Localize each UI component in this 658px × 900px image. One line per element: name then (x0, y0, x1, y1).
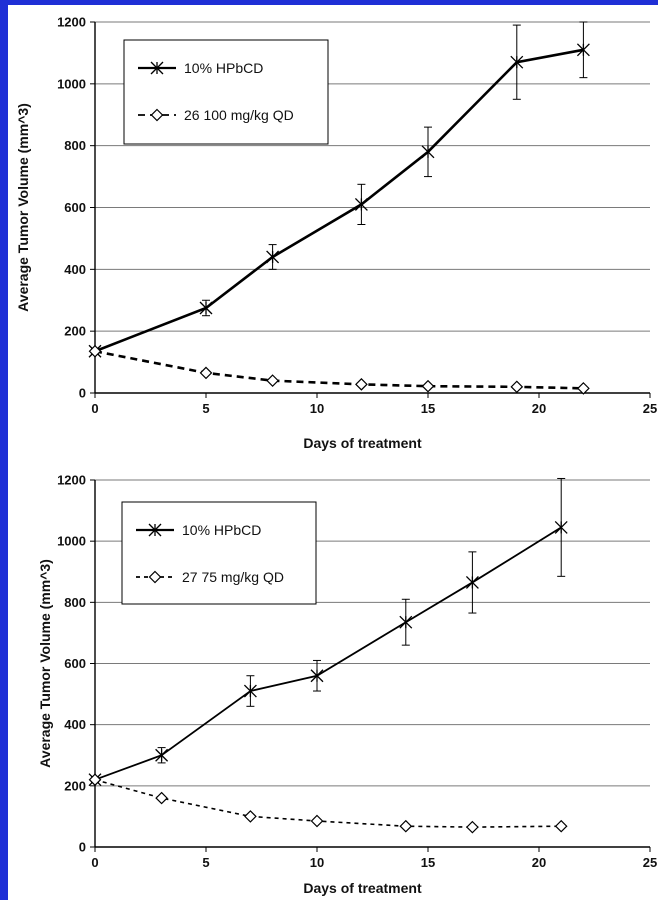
legend-marker-diamond-1 (150, 108, 164, 122)
y-tick-label: 0 (79, 386, 86, 401)
legend: 10% HPbCD 26 100 mg/kg QD (123, 39, 329, 145)
data-point-star-3 (310, 669, 324, 683)
y-tick-label: 1000 (57, 76, 86, 91)
data-point-star-1 (199, 301, 213, 315)
y-tick-label: 600 (64, 200, 86, 215)
x-tick-label: 0 (91, 855, 98, 870)
x-tick-label: 20 (532, 401, 546, 416)
y-tick-label: 0 (79, 840, 86, 855)
y-tick-label: 400 (64, 717, 86, 732)
data-point-star-3 (354, 197, 368, 211)
y-axis-title: Average Tumor Volume (mm^3) (15, 103, 31, 312)
series-2 (88, 773, 568, 834)
left-border (0, 0, 8, 900)
data-point-diamond-5 (510, 380, 524, 394)
y-tick-label: 400 (64, 262, 86, 277)
y-tick-label: 800 (64, 138, 86, 153)
data-point-diamond-4 (399, 819, 413, 833)
legend-label: 10% HPbCD (182, 522, 261, 538)
legend: 10% HPbCD 27 75 mg/kg QD (121, 501, 317, 605)
data-point-diamond-0 (88, 773, 102, 787)
data-point-star-6 (554, 520, 568, 534)
data-point-diamond-0 (88, 344, 102, 358)
legend-marker-diamond-1 (148, 570, 162, 584)
data-point-diamond-3 (355, 377, 368, 391)
x-axis-title: Days of treatment (303, 880, 422, 896)
x-tick-label: 5 (202, 855, 209, 870)
data-point-diamond-4 (421, 379, 435, 393)
y-tick-label: 600 (64, 656, 86, 671)
data-point-star-2 (243, 684, 257, 698)
y-tick-label: 1200 (57, 15, 86, 30)
data-point-diamond-1 (199, 366, 213, 380)
legend-label: 10% HPbCD (184, 60, 263, 76)
x-tick-label: 25 (643, 401, 657, 416)
legend-box (123, 39, 329, 145)
data-point-star-5 (465, 575, 479, 589)
chart-1: 0 200 400 600 800 1000 1200 0 5 10 15 20 25 Days of t… (15, 15, 657, 452)
y-tick-label: 1000 (57, 534, 86, 549)
data-point-star-5 (510, 55, 524, 69)
x-tick-label: 5 (202, 401, 209, 416)
series-2 (88, 344, 590, 395)
x-tick-label: 15 (421, 401, 435, 416)
legend-label: 26 100 mg/kg QD (184, 107, 294, 123)
data-point-diamond-1 (155, 791, 168, 805)
data-point-diamond-5 (466, 820, 479, 834)
x-tick-label: 15 (421, 855, 435, 870)
x-tick-label: 10 (310, 855, 324, 870)
top-border (0, 0, 658, 5)
y-tick-label: 1200 (57, 473, 86, 488)
y-tick-label: 800 (64, 595, 86, 610)
x-axis-title: Days of treatment (303, 435, 422, 451)
y-axis-title: Average Tumor Volume (mm^3) (37, 559, 53, 768)
legend-marker-star-0 (150, 61, 164, 75)
data-point-star-4 (399, 615, 413, 629)
x-tick-label: 0 (91, 401, 98, 416)
series-line (94, 778, 562, 828)
y-tick-label: 200 (64, 778, 86, 793)
data-point-star-2 (266, 250, 280, 264)
legend-marker-star-0 (148, 523, 162, 537)
data-point-diamond-6 (577, 382, 590, 395)
data-point-star-1 (155, 748, 169, 762)
chart-2: 0 200 400 600 800 1000 1200 0 5 10 15 20 25 Days of t… (37, 473, 657, 897)
data-point-diamond-6 (554, 819, 568, 833)
data-point-diamond-2 (244, 810, 257, 823)
x-tick-label: 25 (643, 855, 657, 870)
x-tick-label: 20 (532, 855, 546, 870)
y-tick-label: 200 (64, 324, 86, 339)
series-line (94, 349, 584, 390)
data-point-diamond-3 (310, 814, 324, 828)
x-tick-label: 10 (310, 401, 324, 416)
data-point-star-6 (576, 43, 590, 57)
legend-box (121, 501, 317, 605)
data-point-star-4 (421, 145, 435, 159)
data-point-diamond-2 (266, 374, 279, 387)
legend-label: 27 75 mg/kg QD (182, 569, 284, 585)
